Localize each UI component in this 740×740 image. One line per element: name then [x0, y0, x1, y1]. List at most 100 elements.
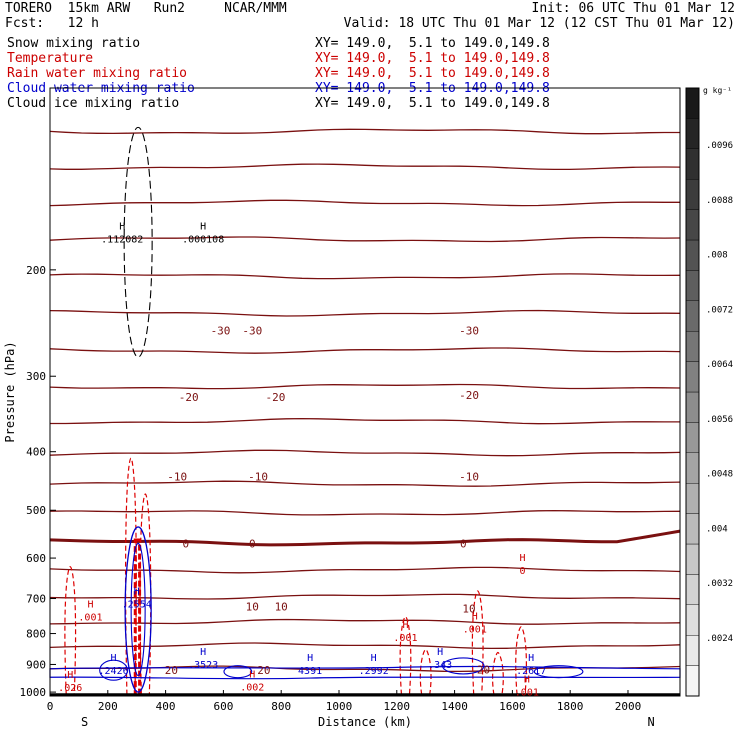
- y-tick-label: 500: [26, 504, 46, 517]
- y-tick-label: 200: [26, 264, 46, 277]
- high-marker: H: [307, 653, 313, 664]
- y-axis-label: Pressure (hPa): [3, 341, 17, 442]
- high-marker: H: [67, 670, 73, 681]
- isotherm-label: 20: [477, 664, 490, 677]
- high-marker: H: [87, 599, 93, 610]
- high-value-label: .343: [428, 660, 452, 671]
- y-tick-label: 1000: [20, 686, 47, 699]
- high-value-label: .001: [78, 612, 102, 623]
- colorbar-segment: [685, 300, 700, 332]
- colorbar-segment: [685, 665, 700, 697]
- rain-core: [133, 538, 142, 697]
- colorbar-tick-label: .0096: [706, 141, 733, 151]
- colorbar-tick-label: .0088: [706, 196, 733, 206]
- colorbar-tick-label: .0024: [706, 634, 733, 644]
- isotherm-line: [49, 480, 681, 487]
- isotherm-label: -20: [179, 391, 199, 404]
- high-value-label: .2992: [359, 666, 389, 677]
- xy-temperature: XY= 149.0, 5.1 to 149.0,149.8: [315, 51, 550, 66]
- colorbar-tick-label: .0056: [706, 415, 733, 425]
- x-tick-label: 1000: [326, 700, 353, 713]
- colorbar-tick-label: .0072: [706, 305, 733, 315]
- y-tick-label: 900: [26, 658, 46, 671]
- valid-time: Valid: 18 UTC Thu 01 Mar 12 (12 CST Thu …: [343, 16, 735, 31]
- xy-cloud-ice: XY= 149.0, 5.1 to 149.0,149.8: [315, 96, 550, 111]
- colorbar-tick-label: .0064: [706, 360, 733, 370]
- isotherm-label: -30: [242, 324, 262, 337]
- legend-cloud-ice: Cloud ice mixing ratio: [7, 96, 180, 111]
- colorbar-segment: [685, 635, 700, 666]
- high-value-label: .002: [240, 682, 264, 693]
- xy-snow: XY= 149.0, 5.1 to 149.0,149.8: [315, 36, 550, 51]
- isotherm-line: [49, 347, 681, 354]
- colorbar-segment: [685, 270, 700, 301]
- high-marker: H: [249, 669, 255, 680]
- colorbar-tick-label: .008: [706, 251, 728, 261]
- high-marker: H: [528, 653, 534, 664]
- rain-contour: [471, 590, 484, 695]
- forecast-hour: Fcst: 12 h: [5, 16, 99, 31]
- rain-contour: [419, 648, 432, 695]
- isotherm-label: 20: [257, 664, 270, 677]
- colorbar-segment: [685, 452, 700, 484]
- isotherm-line: [49, 529, 681, 547]
- high-marker: H: [200, 221, 206, 232]
- x-tick-label: 1400: [441, 700, 468, 713]
- isotherm-label: 10: [462, 602, 475, 615]
- y-tick-label: 400: [26, 446, 46, 459]
- y-tick-label: 700: [26, 593, 46, 606]
- isotherm-line: [49, 163, 681, 171]
- x-tick-label: 1200: [384, 700, 411, 713]
- legend-temperature: Temperature: [7, 51, 94, 66]
- cloud-water-contour: [130, 542, 146, 677]
- colorbar-tick-label: .0048: [706, 470, 733, 480]
- colorbar-segment: [685, 574, 700, 606]
- high-marker: H: [519, 553, 525, 564]
- snow-contour: [123, 126, 153, 358]
- colorbar-segment: [685, 87, 700, 119]
- colorbar-segment: [685, 483, 700, 514]
- isotherm-label: -10: [167, 471, 187, 484]
- isotherm-line: [49, 128, 680, 135]
- high-value-label: .001: [515, 688, 539, 699]
- isotherm-line: [49, 309, 681, 317]
- y-tick-label: 300: [26, 370, 46, 383]
- x-tick-label: 400: [156, 700, 176, 713]
- colorbar-segment: [685, 209, 700, 241]
- colorbar-frame: [685, 87, 700, 697]
- isotherm-line: [49, 509, 681, 516]
- isotherm-line: [49, 449, 681, 457]
- cloud-water-contour: [533, 665, 584, 679]
- cloud-water-contour: [99, 659, 128, 681]
- high-marker: H: [524, 675, 530, 686]
- high-marker: H: [402, 620, 408, 631]
- high-marker: H: [472, 612, 478, 623]
- colorbar-segment: [685, 361, 700, 393]
- isotherm-line: [50, 417, 680, 425]
- high-marker: H: [200, 647, 206, 658]
- high-marker: H: [111, 653, 117, 664]
- x-tick-label: 800: [271, 700, 291, 713]
- init-time: Init: 06 UTC Thu 01 Mar 12: [531, 1, 736, 16]
- x-axis-label: Distance (km): [318, 715, 412, 729]
- colorbar-segment: [685, 239, 700, 271]
- isotherm-line: [49, 618, 681, 625]
- isotherm-label: 0: [249, 538, 256, 551]
- rain-contour: [491, 651, 504, 695]
- isotherm-label: 10: [275, 601, 288, 614]
- isotherm-line: [49, 593, 681, 600]
- rain-contour: [515, 626, 527, 695]
- cloud-water-contour: [124, 526, 152, 693]
- colorbar-segment: [685, 178, 700, 210]
- isotherm-label: -20: [459, 389, 479, 402]
- colorbar-tick-label: .0032: [706, 579, 733, 589]
- high-marker: H: [134, 586, 140, 597]
- rain-contour: [64, 566, 77, 695]
- high-marker: H: [119, 221, 125, 232]
- plot-frame: [49, 87, 681, 697]
- x-tick-label: 1600: [499, 700, 526, 713]
- isotherm-line: [49, 642, 681, 650]
- isotherm-label: -20: [265, 391, 285, 404]
- colorbar-segment: [685, 118, 700, 150]
